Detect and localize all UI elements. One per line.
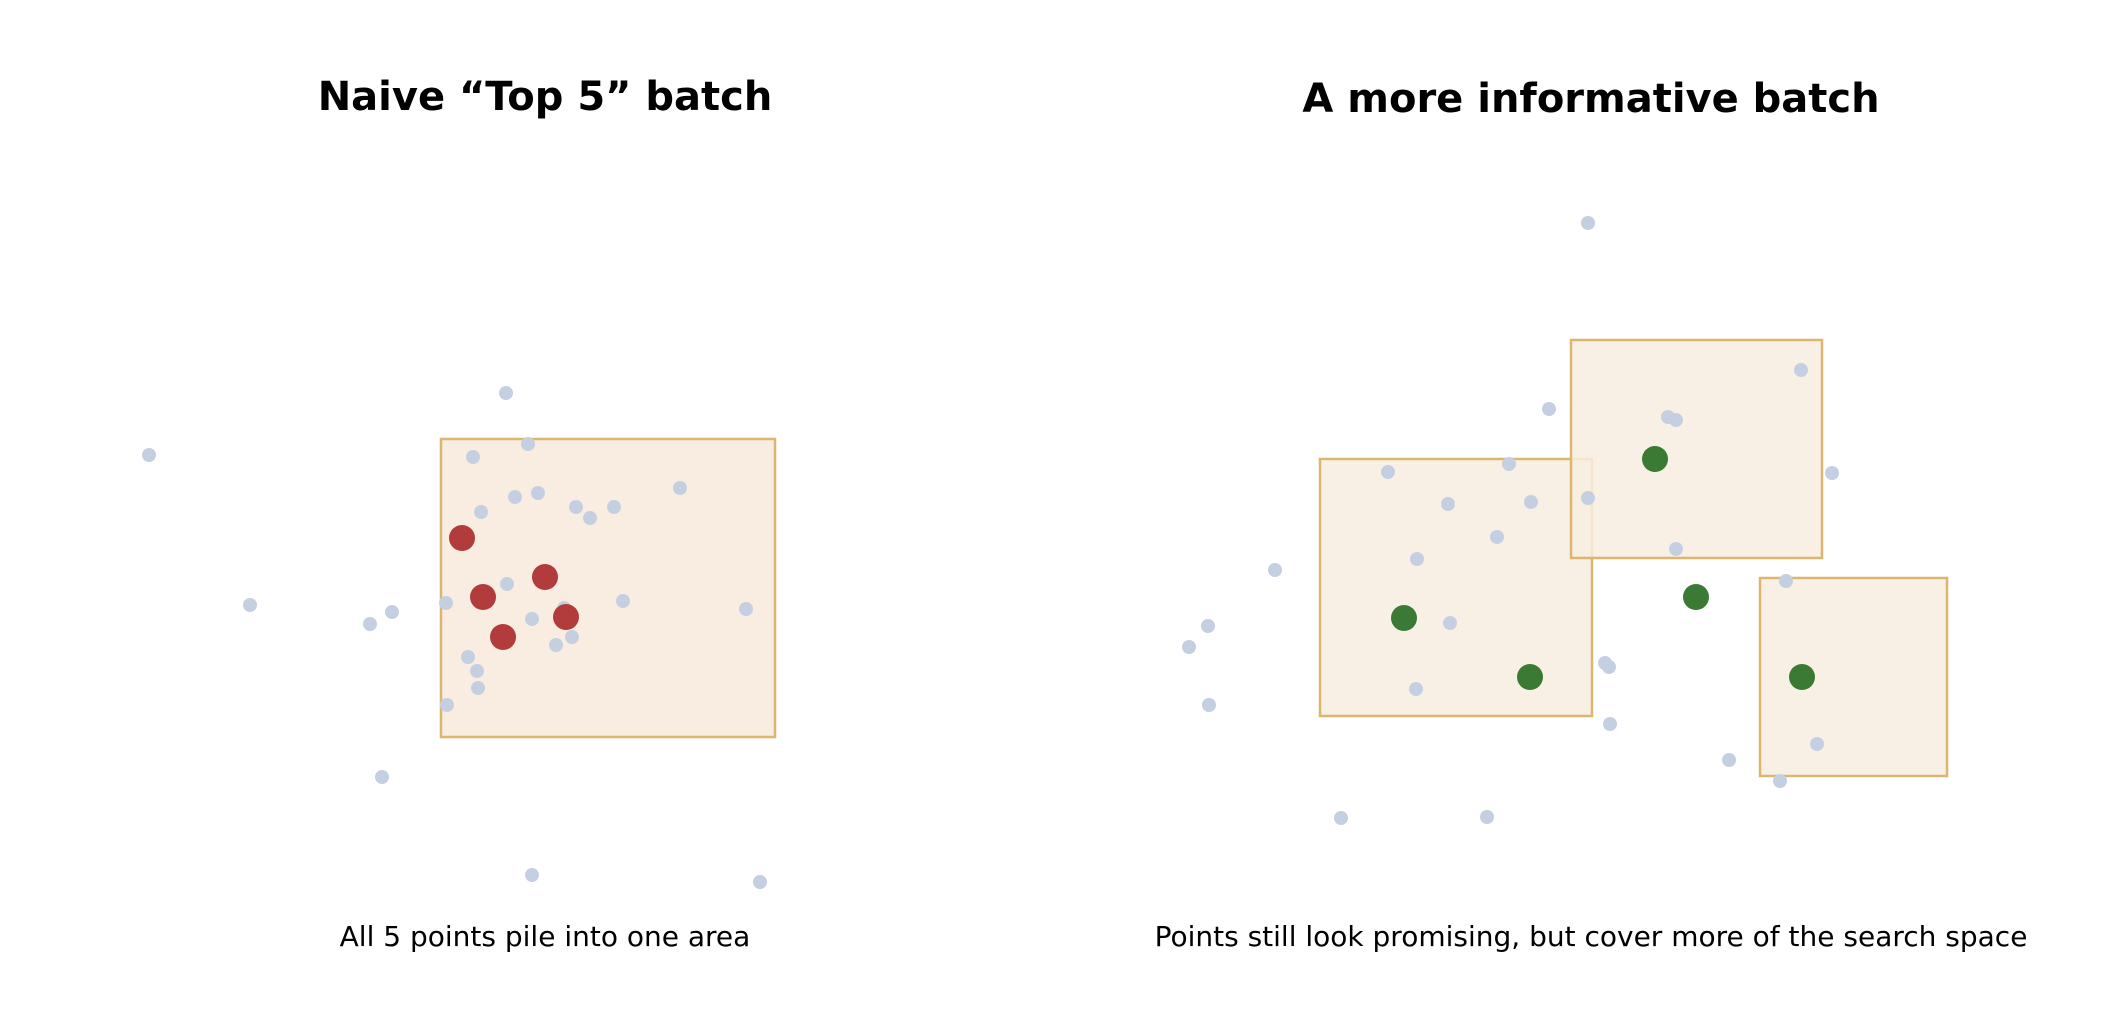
background-point	[1202, 698, 1216, 712]
background-point	[470, 664, 484, 678]
informative-selected-point	[1683, 584, 1709, 610]
background-point	[549, 638, 563, 652]
background-point	[1410, 552, 1424, 566]
right-region-box	[1758, 576, 1949, 778]
naive-selected-points	[449, 525, 579, 650]
background-point	[243, 598, 257, 612]
background-point	[1542, 402, 1556, 416]
background-point	[1603, 717, 1617, 731]
naive-selected-point	[449, 525, 475, 551]
background-point	[1490, 530, 1504, 544]
background-point	[565, 630, 579, 644]
background-point	[525, 868, 539, 882]
background-point	[673, 481, 687, 495]
background-point	[1722, 753, 1736, 767]
background-point	[583, 511, 597, 525]
background-point	[440, 698, 454, 712]
informative-selected-points	[1391, 446, 1815, 690]
background-point	[1381, 465, 1395, 479]
background-point	[439, 596, 453, 610]
background-point	[500, 577, 514, 591]
right-region-box	[1318, 457, 1594, 718]
background-point	[499, 386, 513, 400]
background-point	[1602, 660, 1616, 674]
background-point	[1441, 497, 1455, 511]
background-point	[1334, 811, 1348, 825]
background-point	[375, 770, 389, 784]
right-panel-title: A more informative batch	[1302, 76, 1879, 122]
background-point	[739, 602, 753, 616]
background-point	[616, 594, 630, 608]
background-point	[1779, 574, 1793, 588]
background-point	[385, 605, 399, 619]
background-point	[471, 681, 485, 695]
naive-selected-point	[470, 584, 496, 610]
right-panel: A more informative batch	[1155, 76, 2028, 953]
left-panel-title: Naive “Top 5” batch	[318, 74, 773, 120]
left-background-points	[142, 386, 767, 889]
background-point	[1581, 491, 1595, 505]
naive-selected-point	[553, 604, 579, 630]
background-point	[508, 490, 522, 504]
informative-selected-point	[1789, 664, 1815, 690]
background-point	[531, 486, 545, 500]
naive-selected-point	[532, 564, 558, 590]
background-point	[474, 505, 488, 519]
background-point	[1581, 216, 1595, 230]
right-region-box	[1569, 338, 1824, 560]
background-point	[1268, 563, 1282, 577]
right-background-points	[1182, 216, 1839, 825]
background-point	[1773, 774, 1787, 788]
background-point	[1810, 737, 1824, 751]
informative-selected-point	[1642, 446, 1668, 472]
background-point	[753, 875, 767, 889]
background-point	[525, 612, 539, 626]
background-point	[569, 500, 583, 514]
left-region-box	[439, 437, 777, 739]
left-panel-caption: All 5 points pile into one area	[340, 920, 751, 953]
background-point	[466, 450, 480, 464]
background-point	[1669, 542, 1683, 556]
background-point	[1201, 619, 1215, 633]
left-panel: Naive “Top 5” batch	[142, 74, 777, 953]
background-point	[461, 650, 475, 664]
background-point	[363, 617, 377, 631]
background-point	[1480, 810, 1494, 824]
background-point	[521, 437, 535, 451]
informative-selected-point	[1391, 605, 1417, 631]
background-point	[1502, 457, 1516, 471]
background-point	[1524, 495, 1538, 509]
background-point	[607, 500, 621, 514]
background-point	[1182, 640, 1196, 654]
background-point	[1669, 413, 1683, 427]
informative-selected-point	[1517, 664, 1543, 690]
background-point	[1409, 682, 1423, 696]
right-panel-caption: Points still look promising, but cover m…	[1155, 920, 2028, 953]
naive-selected-point	[490, 624, 516, 650]
background-point	[1825, 466, 1839, 480]
background-point	[1443, 616, 1457, 630]
background-point	[142, 448, 156, 462]
background-point	[1794, 363, 1808, 377]
